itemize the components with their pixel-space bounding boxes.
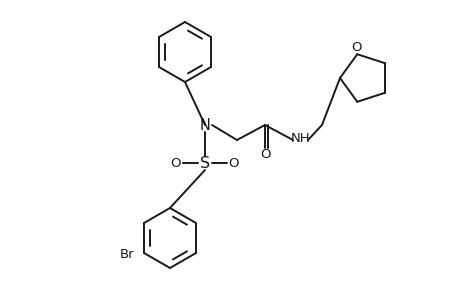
Text: Br: Br xyxy=(119,248,134,262)
Text: O: O xyxy=(170,157,181,169)
Text: O: O xyxy=(228,157,239,169)
Text: O: O xyxy=(350,41,361,54)
Text: O: O xyxy=(260,148,271,160)
Text: S: S xyxy=(200,155,210,170)
Text: N: N xyxy=(199,118,210,133)
Text: NH: NH xyxy=(291,131,310,145)
